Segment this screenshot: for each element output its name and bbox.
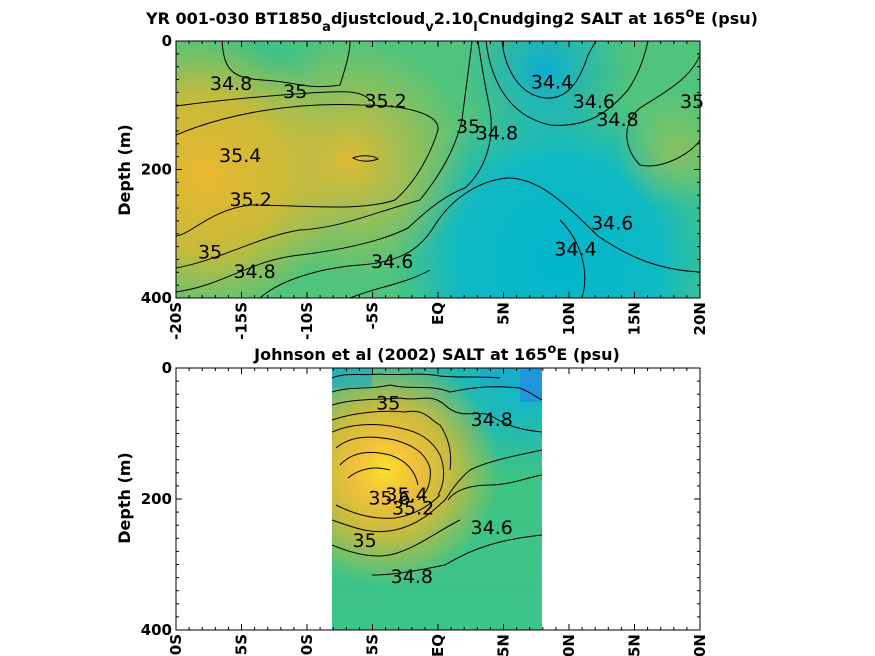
bottom-contour-label: 35: [376, 393, 400, 415]
top-contour-label: 35.2: [364, 91, 406, 113]
top-x-tick-label: 10N: [560, 302, 578, 335]
top-contour-label: 34.8: [210, 73, 252, 95]
top-y-tick-marks: 0 200 400: [141, 32, 700, 307]
top-contour-label: 35: [456, 116, 480, 138]
bottom-x-tick-label: -5S: [364, 634, 382, 656]
bottom-x-tick-label: -15S: [233, 634, 251, 656]
top-contour-label: 35: [680, 91, 704, 113]
top-x-tick-label: 5N: [495, 302, 513, 325]
bottom-title: Johnson et al (2002) SALT at 165oE (psu): [253, 342, 620, 364]
top-panel: -20S -15S -10S -5S EQ 5N 10N 15N 20N 0 200 400 34.…: [115, 6, 758, 340]
top-x-tick-label: -5S: [364, 302, 382, 329]
top-y-tick-label: 200: [141, 161, 172, 179]
top-contour-label: 34.8: [596, 109, 638, 131]
bottom-x-tick-label: 15N: [626, 634, 644, 656]
top-contour-label: 35.2: [230, 189, 272, 211]
top-contour-label: 34.4: [554, 238, 596, 260]
bottom-contour-label: 35.4: [385, 484, 427, 506]
top-contour-label: 34.6: [573, 91, 615, 113]
top-contours: [176, 41, 700, 298]
bottom-y-tick-label: 0: [162, 359, 172, 377]
bottom-contour-label: 35.6: [368, 488, 410, 510]
bottom-y-axis-label: Depth (m): [115, 452, 134, 544]
top-x-tick-label: 15N: [626, 302, 644, 335]
bottom-x-tick-label: 10N: [560, 634, 578, 656]
bottom-x-tick-label: -10S: [298, 634, 316, 656]
bottom-x-tick-label: -20S: [167, 634, 185, 656]
bottom-contour-label: 35: [353, 530, 377, 552]
top-x-tick-marks: -20S -15S -10S -5S EQ 5N 10N 15N 20N: [167, 41, 709, 340]
top-x-tick-label: -20S: [167, 302, 185, 340]
bottom-y-tick-marks: 0 200 400: [141, 359, 700, 639]
bottom-x-tick-marks: -20S -15S -10S -5S EQ 5N 10N 15N 20N: [167, 368, 709, 656]
bottom-heatmap: [332, 368, 542, 630]
top-x-tick-label: -15S: [233, 302, 251, 340]
top-x-tick-label: EQ: [429, 302, 447, 325]
bottom-y-tick-label: 400: [141, 621, 172, 639]
top-heatmap: [176, 41, 700, 298]
top-x-tick-label: -10S: [298, 302, 316, 340]
bottom-contour-label: 35.2: [392, 497, 434, 519]
top-contour-label: 35: [198, 242, 222, 264]
bottom-contours: [332, 373, 542, 576]
bottom-contour-labels: 35 34.8 35.635.435.2 35 34.6 34.8: [353, 393, 513, 589]
top-contour-label: 35.4: [219, 145, 261, 167]
top-contour-label: 34.8: [476, 123, 518, 145]
top-contour-label: 35: [283, 81, 307, 103]
bottom-x-tick-label: 20N: [691, 634, 709, 656]
top-y-axis-label: Depth (m): [115, 124, 134, 216]
top-contour-label: 34.6: [591, 213, 633, 235]
bottom-x-tick-label: EQ: [429, 634, 447, 656]
top-title: YR 001-030 BT1850adjustcloudv2.10lCnudgi…: [145, 6, 758, 35]
top-y-tick-label: 400: [141, 289, 172, 307]
bottom-contour-label: 34.6: [471, 517, 513, 539]
bottom-contour-label: 34.8: [471, 409, 513, 431]
top-x-tick-label: 20N: [691, 302, 709, 335]
top-contour-label: 34.4: [531, 71, 573, 93]
bottom-contour-label: 34.8: [391, 566, 433, 588]
top-y-tick-label: 0: [162, 32, 172, 50]
top-contour-label: 34.8: [233, 261, 275, 283]
bottom-y-tick-label: 200: [141, 490, 172, 508]
bottom-x-tick-label: 5N: [495, 634, 513, 656]
top-contour-label: 34.6: [371, 251, 413, 273]
